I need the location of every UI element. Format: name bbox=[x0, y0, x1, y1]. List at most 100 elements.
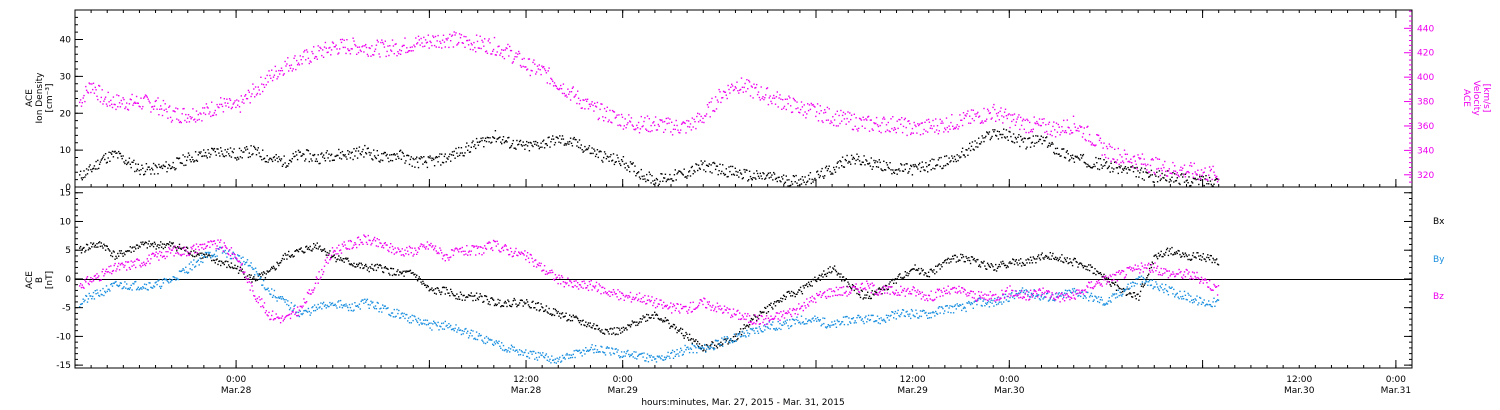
data-point bbox=[668, 122, 670, 124]
data-point bbox=[285, 65, 287, 67]
data-point bbox=[970, 145, 973, 147]
data-point bbox=[944, 259, 947, 261]
data-point bbox=[329, 250, 331, 252]
data-point bbox=[279, 70, 282, 72]
data-point bbox=[387, 45, 389, 47]
data-point bbox=[111, 106, 114, 109]
data-point bbox=[724, 173, 727, 176]
data-point bbox=[1119, 154, 1121, 156]
data-point bbox=[92, 167, 95, 169]
data-point bbox=[832, 267, 834, 269]
data-point bbox=[847, 162, 849, 164]
data-point bbox=[125, 287, 127, 289]
data-point bbox=[703, 121, 705, 124]
data-point bbox=[1193, 256, 1195, 258]
data-point bbox=[506, 141, 508, 143]
data-point bbox=[383, 267, 386, 269]
data-point bbox=[741, 86, 744, 88]
data-point bbox=[883, 160, 885, 162]
data-point bbox=[597, 351, 599, 353]
data-point bbox=[506, 47, 508, 50]
data-point bbox=[760, 86, 762, 88]
data-point bbox=[369, 154, 371, 156]
data-point bbox=[1073, 257, 1076, 260]
data-point bbox=[525, 349, 527, 351]
data-point bbox=[195, 110, 198, 112]
data-point bbox=[639, 128, 642, 130]
data-point bbox=[948, 157, 950, 159]
data-point bbox=[435, 324, 437, 326]
data-point bbox=[284, 252, 286, 255]
data-point bbox=[630, 323, 633, 326]
data-point bbox=[287, 300, 289, 302]
data-point bbox=[552, 313, 554, 316]
data-point bbox=[884, 321, 887, 323]
data-point bbox=[1165, 180, 1168, 182]
data-point bbox=[415, 37, 417, 39]
data-point bbox=[261, 284, 263, 286]
data-point bbox=[501, 305, 503, 307]
data-point bbox=[731, 85, 734, 87]
data-point bbox=[910, 165, 913, 168]
data-point bbox=[546, 359, 548, 361]
data-point bbox=[705, 170, 707, 173]
data-point bbox=[994, 129, 996, 131]
data-point bbox=[694, 340, 696, 343]
data-point bbox=[301, 250, 303, 252]
data-point bbox=[103, 100, 105, 102]
data-point bbox=[790, 290, 793, 293]
data-point bbox=[769, 172, 771, 174]
data-point bbox=[1187, 258, 1189, 261]
data-point bbox=[628, 353, 630, 356]
data-point bbox=[789, 292, 791, 294]
data-point bbox=[994, 269, 996, 271]
data-point bbox=[828, 165, 830, 167]
data-point bbox=[805, 284, 807, 286]
data-point bbox=[947, 131, 949, 133]
data-point bbox=[380, 307, 382, 309]
data-point bbox=[296, 158, 299, 161]
data-point bbox=[416, 320, 418, 322]
data-point bbox=[281, 69, 284, 72]
data-point bbox=[550, 313, 552, 315]
data-point bbox=[617, 333, 619, 336]
data-point bbox=[570, 354, 573, 356]
data-point bbox=[821, 323, 823, 326]
data-point bbox=[221, 153, 224, 155]
data-point bbox=[302, 312, 304, 315]
data-point bbox=[547, 312, 549, 314]
data-point bbox=[172, 161, 174, 164]
data-point bbox=[189, 253, 191, 255]
data-point bbox=[854, 320, 856, 322]
data-point bbox=[613, 163, 616, 166]
data-point bbox=[112, 282, 115, 284]
data-point bbox=[120, 250, 122, 252]
data-point bbox=[646, 319, 649, 322]
data-point bbox=[673, 124, 676, 126]
data-point bbox=[261, 272, 263, 274]
data-point bbox=[650, 354, 652, 357]
data-point bbox=[420, 156, 422, 158]
data-point bbox=[898, 314, 900, 317]
data-point bbox=[1047, 123, 1050, 125]
data-point bbox=[413, 315, 415, 317]
data-point bbox=[153, 173, 156, 175]
data-point bbox=[641, 126, 643, 128]
data-point bbox=[927, 312, 930, 314]
data-point bbox=[1158, 255, 1161, 257]
data-point bbox=[929, 127, 931, 129]
data-point bbox=[364, 45, 366, 47]
data-point bbox=[766, 305, 769, 308]
data-point bbox=[1188, 171, 1190, 174]
data-point bbox=[1113, 168, 1115, 170]
data-point bbox=[840, 323, 842, 325]
data-point bbox=[515, 303, 517, 305]
data-point bbox=[923, 274, 925, 276]
data-point bbox=[701, 163, 703, 166]
data-point bbox=[1029, 296, 1031, 298]
data-point bbox=[305, 59, 307, 61]
data-point bbox=[1033, 145, 1035, 147]
data-point bbox=[338, 255, 340, 257]
data-point bbox=[398, 157, 400, 160]
